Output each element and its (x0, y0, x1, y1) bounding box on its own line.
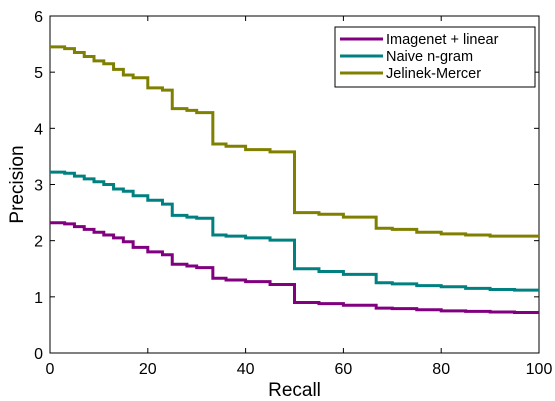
x-tick-label: 40 (237, 361, 255, 378)
x-tick-label: 80 (432, 361, 450, 378)
legend-label-jelinek-mercer: Jelinek-Mercer (386, 66, 481, 82)
x-axis-title: Recall (268, 380, 321, 401)
series-line-naive-n-gram (50, 170, 539, 292)
y-tick-label: 5 (34, 65, 43, 82)
y-axis-title: Precision (7, 145, 28, 223)
x-tick-label: 20 (139, 361, 157, 378)
x-tick-label: 100 (526, 361, 553, 378)
y-tick-label: 3 (34, 178, 43, 195)
y-tick-label: 0 (34, 346, 43, 363)
series-line-imagenet-linear (50, 221, 539, 315)
series-layer (50, 45, 539, 315)
x-tick-label: 60 (335, 361, 353, 378)
x-tick-label: 0 (46, 361, 55, 378)
y-tick-label: 6 (34, 9, 43, 26)
legend-label-naive-ngram: Naive n-gram (386, 49, 473, 65)
y-tick-label: 4 (34, 121, 43, 138)
series-line-jelinek-mercer (50, 45, 539, 238)
tick-layer: 0 20 40 60 80 100 0 1 2 3 4 5 6 (34, 9, 552, 378)
legend: Imagenet + linear Naive n-gram Jelinek-M… (334, 26, 536, 88)
y-tick-label: 1 (34, 290, 43, 307)
y-tick-label: 2 (34, 234, 43, 251)
legend-label-imagenet-linear: Imagenet + linear (386, 32, 499, 48)
